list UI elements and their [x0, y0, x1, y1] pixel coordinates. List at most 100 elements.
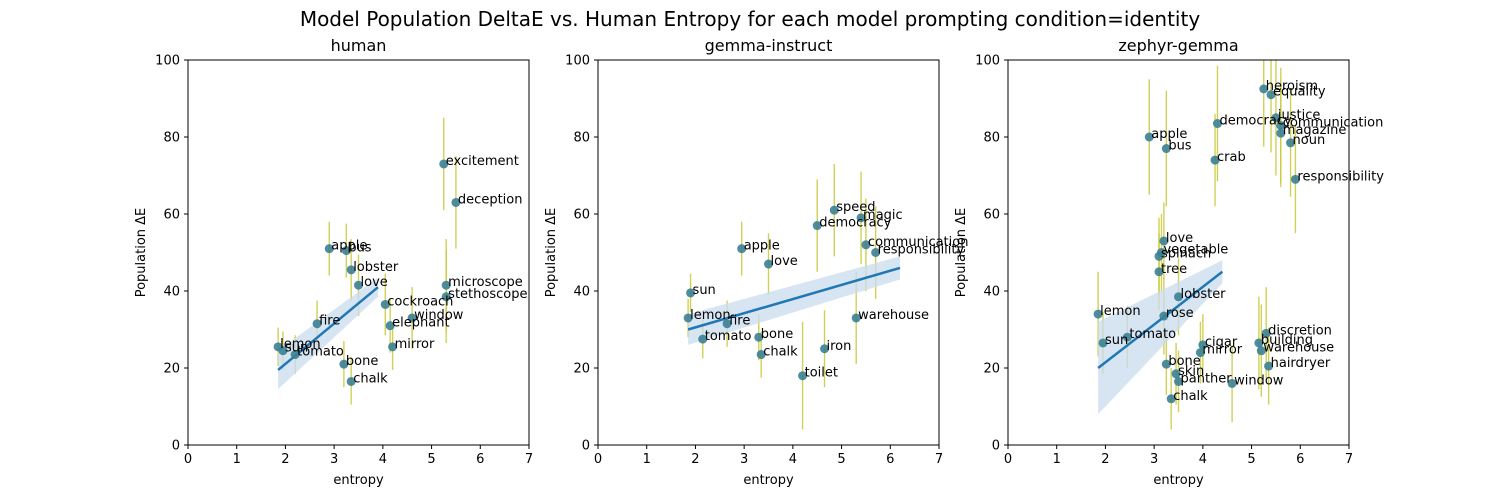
y-tick-label: 80 [573, 131, 590, 146]
point-label: lobster [1181, 287, 1227, 302]
data-point [1261, 328, 1271, 338]
x-tick-label: 4 [379, 452, 387, 467]
data-point [812, 221, 822, 231]
y-tick-label: 20 [573, 362, 590, 377]
y-tick-label: 0 [992, 439, 1000, 454]
data-point [1212, 119, 1222, 129]
x-tick-label: 0 [1004, 452, 1012, 467]
data-point [1198, 340, 1208, 350]
panel-title: gemma-instruct [705, 36, 833, 55]
x-tick-label: 1 [233, 452, 241, 467]
x-tick-label: 7 [525, 452, 533, 467]
y-tick-label: 40 [573, 285, 590, 300]
point-label: noun [1293, 133, 1326, 148]
x-tick-label: 5 [837, 452, 845, 467]
point-label: responsibility [1297, 169, 1384, 184]
data-point [683, 313, 693, 323]
data-point [1256, 346, 1266, 356]
point-label: justice [1277, 108, 1320, 123]
data-point [312, 319, 322, 329]
y-tick-label: 80 [983, 131, 1000, 146]
point-label: sun [285, 341, 308, 356]
x-tick-label: 6 [886, 452, 894, 467]
y-tick-label: 100 [565, 54, 590, 69]
regression-ci-band [688, 256, 901, 345]
data-point [1254, 338, 1264, 348]
x-tick-label: 0 [184, 452, 192, 467]
point-label: rose [1166, 306, 1194, 321]
point-label: responsibility [878, 243, 965, 258]
figure-title-text: Model Population DeltaE vs. Human Entrop… [300, 7, 1201, 31]
point-label: toilet [805, 366, 838, 381]
data-point [1276, 128, 1286, 138]
point-label: apple [744, 239, 780, 254]
data-point [341, 246, 351, 256]
data-point [754, 332, 764, 342]
point-label: fire [319, 314, 340, 329]
point-label: lemon [690, 308, 730, 323]
point-label: window [1234, 373, 1284, 388]
x-tick-label: 2 [281, 452, 289, 467]
data-point [1166, 394, 1176, 404]
data-point [756, 350, 766, 360]
panel-title: zephyr-gemma [1118, 36, 1238, 55]
point-label: bone [1168, 354, 1200, 369]
regression-ci-band [1098, 260, 1223, 415]
x-tick-label: 3 [740, 452, 748, 467]
y-tick-label: 40 [163, 285, 180, 300]
y-tick-label: 80 [163, 131, 180, 146]
data-point [1195, 348, 1205, 358]
y-tick-label: 40 [983, 285, 1000, 300]
data-point [1144, 132, 1154, 142]
x-axis-label: entropy [1153, 473, 1204, 488]
point-label: window [414, 308, 464, 323]
point-label: magazine [1283, 123, 1347, 138]
point-label: speed [836, 200, 875, 215]
data-point [1210, 155, 1220, 165]
point-label: hairdryer [1271, 356, 1331, 371]
point-label: chalk [1173, 389, 1208, 404]
data-point [722, 319, 732, 329]
point-label: fire [729, 314, 750, 329]
data-point [1290, 174, 1300, 184]
x-tick-label: 5 [1247, 452, 1255, 467]
point-label: democracy [819, 216, 891, 231]
point-label: sun [693, 283, 716, 298]
point-label: skin [1178, 364, 1204, 379]
point-label: apple [331, 239, 367, 254]
data-point [1159, 311, 1169, 321]
point-label: warehouse [858, 308, 929, 323]
y-tick-label: 60 [163, 208, 180, 223]
data-point [1286, 138, 1296, 148]
point-label: excitement [446, 154, 519, 169]
point-label: vegetable [1163, 243, 1228, 258]
data-point [698, 334, 708, 344]
y-tick-label: 100 [155, 54, 180, 69]
x-tick-label: 3 [330, 452, 338, 467]
y-tick-label: 20 [983, 362, 1000, 377]
point-label: microscope [448, 275, 523, 290]
data-point [339, 359, 349, 369]
x-tick-label: 6 [1296, 452, 1304, 467]
x-tick-label: 1 [643, 452, 651, 467]
regression-ci-band [278, 277, 378, 390]
point-label: deception [458, 192, 523, 207]
data-point [686, 288, 696, 298]
point-label: democracy [1219, 114, 1291, 129]
data-point [290, 350, 300, 360]
y-tick-label: 0 [582, 439, 590, 454]
data-point [1154, 267, 1164, 277]
point-label: lemon [280, 337, 320, 352]
data-point [851, 313, 861, 323]
x-tick-label: 3 [1150, 452, 1158, 467]
data-point [1171, 369, 1181, 379]
point-label: chalk [763, 345, 798, 360]
point-label: bus [348, 241, 371, 256]
y-tick-label: 20 [163, 362, 180, 377]
point-label: discretion [1268, 323, 1332, 338]
data-point [451, 197, 461, 207]
